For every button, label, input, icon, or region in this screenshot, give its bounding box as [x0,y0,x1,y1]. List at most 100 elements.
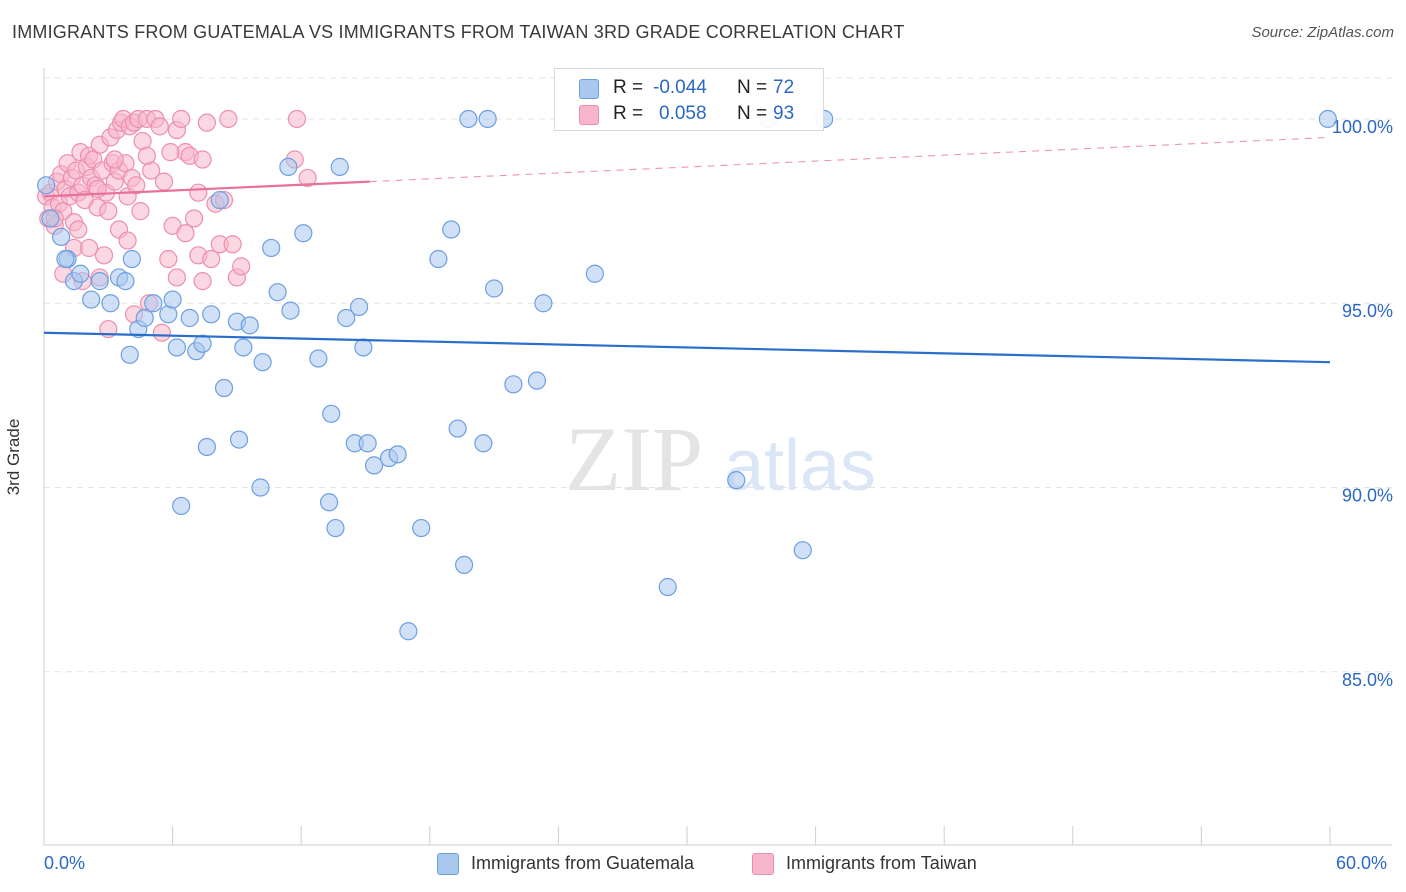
guatemala-point [459,109,478,129]
guatemala-point [82,290,101,309]
taiwan-point [167,268,186,287]
legend-r-value: 0.058 [659,103,707,124]
guatemala-point [122,249,141,269]
guatemala-point [56,249,75,269]
taiwan-point [161,143,180,162]
watermark: ZIP atlas [565,408,876,510]
y-tick-label: 85.0% [1342,670,1393,690]
guatemala-point [163,290,182,309]
guatemala-point [330,157,349,176]
guatemala-point [41,209,60,228]
guatemala-point [144,294,163,313]
series-legend-label: Immigrants from Guatemala [471,853,695,873]
guatemala-point [268,283,287,302]
guatemala-point [388,445,407,464]
taiwan-point [176,224,195,243]
taiwan-point [197,113,216,132]
guatemala-point [534,294,553,313]
guatemala-point [229,430,249,449]
guatemala-point [37,176,56,195]
guatemala-point [364,456,384,475]
legend-n-value: 93 [773,103,795,124]
chart-title: IMMIGRANTS FROM GUATEMALA VS IMMIGRANTS … [12,22,905,42]
guatemala-point [120,345,139,364]
guatemala-point [52,227,71,247]
legend-row-guatemala: R = -0.044 N = 72 [555,75,823,103]
guatemala-point [358,434,377,453]
guatemala-point [262,238,281,258]
guatemala-point [504,375,523,394]
legend-r-label: R = [613,77,644,98]
guatemala-point [337,308,356,328]
guatemala-point [202,305,221,324]
guatemala-point [253,353,272,372]
y-tick-label: 95.0% [1342,301,1393,321]
taiwan-trend-extension [369,136,1331,183]
guatemala-point [71,264,90,283]
legend-r-value: -0.044 [653,77,707,98]
guatemala-point [135,308,154,328]
guatemala-point [322,404,341,423]
legend-row-taiwan: R = 0.058 N = 93 [555,101,823,129]
guatemala-point [172,496,191,516]
guatemala-point [349,297,369,317]
watermark-zip: ZIP [565,408,703,510]
taiwan-point [79,238,99,258]
taiwan-point [189,183,208,202]
taiwan-point [99,202,118,221]
guatemala-point [585,264,604,283]
guatemala-point [90,272,109,291]
guatemala-point [101,294,120,313]
source-label: Source: ZipAtlas.com [1251,24,1394,41]
series-swatch-blue [437,853,459,875]
guatemala-point [727,471,746,490]
guatemala-point [240,316,259,335]
guatemala-point [454,555,474,575]
watermark-atlas: atlas [724,426,876,506]
guatemala-point [442,220,461,239]
taiwan-point [298,168,317,188]
guatemala-point [193,334,212,353]
guatemala-point [234,338,253,357]
guatemala-point [793,541,812,560]
taiwan-point [105,150,124,169]
guatemala-point [527,371,547,390]
x-tick-label-min: 0.0% [44,853,86,873]
guatemala-point [399,622,418,641]
guatemala-point [197,437,216,457]
guatemala-point [116,272,135,291]
guatemala-point [429,249,448,269]
taiwan-point [118,231,137,250]
guatemala-point [474,434,493,453]
guatemala-point [1318,109,1337,129]
guatemala-point [658,577,677,597]
guatemala-point [279,157,298,176]
guatemala-trend-line [43,331,1331,364]
series-legend-label: Immigrants from Taiwan [786,853,977,873]
guatemala-point [478,109,497,129]
guatemala-point [281,301,300,320]
taiwan-point [137,146,156,165]
guatemala-point [214,378,234,398]
legend-swatch-pink [579,105,599,125]
taiwan-point [193,150,212,169]
taiwan-point [154,172,174,191]
guatemala-point [354,338,373,357]
taiwan-point [150,117,169,136]
y-tick-label: 90.0% [1342,486,1393,506]
guatemala-point [326,518,345,538]
correlation-legend: R = -0.044 N = 72 R = 0.058 N = 93 [554,68,824,131]
taiwan-point [223,235,242,254]
taiwan-point [193,272,212,291]
taiwan-point [184,209,204,228]
taiwan-point [69,220,88,239]
guatemala-point [412,518,431,538]
taiwan-point [287,109,307,129]
taiwan-trend-line [43,180,370,198]
series-swatch-pink [752,853,774,875]
series-legend: Immigrants from Guatemala Immigrants fro… [0,852,1406,878]
legend-n-label: N = [737,77,768,98]
legend-r-label: R = [613,103,644,124]
y-tick-label: 100.0% [1332,117,1393,137]
